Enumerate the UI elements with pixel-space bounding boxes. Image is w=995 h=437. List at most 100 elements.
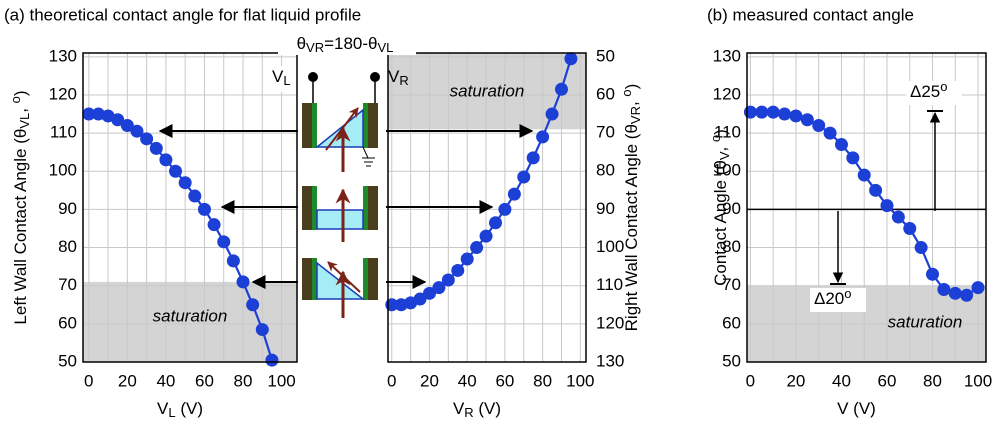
title-a: (a) theoretical contact angle for flat l… bbox=[4, 5, 361, 24]
text-part: (V) bbox=[474, 399, 501, 418]
y-tick-label: 50 bbox=[58, 351, 77, 370]
data-point bbox=[207, 218, 221, 232]
y-tick-label: 80 bbox=[58, 237, 77, 256]
y-tick-label: 90 bbox=[58, 199, 77, 218]
x-tick-label: 60 bbox=[878, 371, 897, 390]
x-tick-label: 0 bbox=[84, 371, 93, 390]
y-tick-label: 90 bbox=[596, 199, 615, 218]
label-bg bbox=[268, 66, 296, 92]
y-tick-label: 110 bbox=[50, 123, 77, 142]
data-point bbox=[169, 164, 183, 178]
data-point bbox=[846, 151, 860, 165]
text-part: θ bbox=[297, 34, 306, 53]
data-point bbox=[188, 189, 202, 203]
data-point bbox=[948, 286, 962, 300]
y-axis-label: Left Wall Contact Angle (θVL, o) bbox=[8, 90, 32, 324]
relation-label: θVR=180-θVL bbox=[297, 34, 394, 55]
text-part: , bbox=[11, 103, 30, 112]
y-axis-label: Contact Angle (θV, o) bbox=[708, 129, 732, 286]
text-part: VL bbox=[17, 113, 32, 129]
y-tick-label: 110 bbox=[714, 123, 741, 142]
x-tick-label: 100 bbox=[964, 371, 992, 390]
x-tick-label: 40 bbox=[832, 371, 851, 390]
annotation-bg bbox=[906, 81, 962, 105]
data-point bbox=[265, 353, 279, 367]
text-part: V bbox=[388, 67, 400, 86]
y-tick-label: 130 bbox=[49, 46, 77, 65]
text-part: o bbox=[8, 96, 23, 103]
data-point bbox=[246, 298, 260, 312]
data-point bbox=[498, 202, 512, 216]
label-bg bbox=[278, 35, 416, 55]
text-part: o bbox=[708, 135, 723, 142]
text-part: , bbox=[622, 97, 641, 106]
text-part: V (V) bbox=[837, 399, 876, 418]
data-point bbox=[159, 153, 173, 167]
data-point bbox=[937, 283, 951, 297]
text-part: L bbox=[168, 405, 175, 420]
y-tick-label: 130 bbox=[713, 46, 741, 65]
y-tick-label: 120 bbox=[49, 84, 77, 103]
data-point bbox=[236, 275, 250, 289]
data-point bbox=[226, 254, 240, 268]
saturation-label: saturation bbox=[888, 312, 963, 331]
x-tick-label: 100 bbox=[267, 371, 295, 390]
vl-label: VL bbox=[272, 67, 291, 88]
data-point bbox=[422, 286, 436, 300]
saturation-label: saturation bbox=[450, 81, 525, 100]
data-point bbox=[507, 187, 521, 201]
diagram: θVR=180-θVL VL VR bbox=[268, 34, 416, 318]
text-part: Δ20 bbox=[814, 289, 844, 308]
data-point bbox=[834, 138, 848, 152]
vr-label: VR bbox=[388, 67, 409, 88]
data-point bbox=[743, 105, 757, 119]
y-tick-label: 80 bbox=[596, 161, 615, 180]
text-part: V bbox=[157, 399, 169, 418]
data-point bbox=[766, 105, 780, 119]
y-tick-label: 60 bbox=[58, 313, 77, 332]
x-tick-label: 40 bbox=[156, 371, 175, 390]
y-tick-label: 100 bbox=[596, 237, 624, 256]
data-point bbox=[149, 141, 163, 155]
x-tick-label: 100 bbox=[566, 371, 594, 390]
y-tick-label: 90 bbox=[722, 199, 741, 218]
y-tick-label: 60 bbox=[722, 313, 741, 332]
data-point bbox=[789, 109, 803, 123]
y-tick-label: 130 bbox=[596, 351, 624, 370]
channel-bottom bbox=[302, 258, 378, 318]
x-axis-label: VL (V) bbox=[157, 399, 203, 420]
y-tick-label: 120 bbox=[596, 313, 624, 332]
text-part: V bbox=[717, 151, 732, 160]
data-point bbox=[778, 107, 792, 121]
data-point bbox=[755, 105, 769, 119]
x-axis-label: VR (V) bbox=[453, 399, 501, 420]
text-part: o bbox=[619, 89, 634, 96]
data-point bbox=[140, 132, 154, 146]
data-point bbox=[517, 170, 531, 184]
x-tick-label: 60 bbox=[495, 371, 514, 390]
plots: 50 60 70 80 90 100 110 120 130 0 20 40 60 80 100 satura… bbox=[8, 46, 992, 420]
text-part: Contact Angle (θ bbox=[711, 160, 730, 286]
y-tick-label: 60 bbox=[596, 84, 615, 103]
x-tick-label: 40 bbox=[458, 371, 477, 390]
data-point bbox=[197, 202, 211, 216]
data-point bbox=[926, 267, 940, 281]
data-point bbox=[536, 130, 550, 144]
x-tick-label: 60 bbox=[195, 371, 214, 390]
y-tick-label: 120 bbox=[713, 84, 741, 103]
text-part: =180-θ bbox=[324, 34, 377, 53]
data-point bbox=[526, 151, 540, 165]
x-tick-label: 80 bbox=[533, 371, 552, 390]
text-part: Left Wall Contact Angle (θ bbox=[11, 129, 30, 325]
text-part: R bbox=[399, 73, 408, 88]
channel-middle bbox=[302, 186, 378, 242]
x-tick-label: 80 bbox=[234, 371, 253, 390]
data-point bbox=[130, 124, 144, 138]
data-point bbox=[479, 229, 493, 243]
data-point bbox=[460, 252, 474, 266]
y-tick-label: 70 bbox=[58, 275, 77, 294]
text-part: R bbox=[464, 405, 473, 420]
data-point bbox=[432, 281, 446, 295]
text-part: Right Wall Contact Angle (θ bbox=[622, 124, 641, 331]
